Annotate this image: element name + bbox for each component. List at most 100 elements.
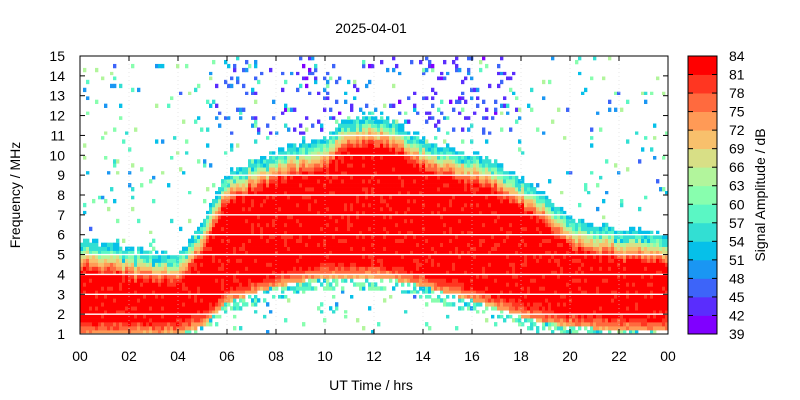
heatmap-cell <box>434 191 438 196</box>
heatmap-cell <box>260 266 264 271</box>
heatmap-cell <box>278 206 282 212</box>
heatmap-cell <box>431 147 435 152</box>
heatmap-cell <box>416 155 420 160</box>
heatmap-cell <box>482 183 486 188</box>
heatmap-cell <box>425 183 429 188</box>
heatmap-cell <box>242 226 246 232</box>
heatmap-cell <box>110 71 114 77</box>
heatmap-cell <box>362 147 366 152</box>
heatmap-cell <box>371 242 375 247</box>
heatmap-cell <box>461 155 465 160</box>
heatmap-cell <box>251 274 255 279</box>
heatmap-cell <box>371 187 375 192</box>
heatmap-cell <box>335 147 339 152</box>
heatmap-cell <box>89 254 93 259</box>
heatmap-cell <box>296 230 300 236</box>
heatmap-cell <box>458 206 462 212</box>
heatmap-cell <box>359 282 363 287</box>
heatmap-cell <box>419 179 423 184</box>
heatmap-cell <box>335 242 339 247</box>
heatmap-cell <box>188 326 192 331</box>
heatmap-cell <box>278 254 282 259</box>
heatmap-cell <box>479 214 483 220</box>
heatmap-cell <box>491 286 495 291</box>
heatmap-cell <box>125 270 129 275</box>
heatmap-cell <box>113 302 117 307</box>
heatmap-cell <box>164 274 168 279</box>
heatmap-cell <box>257 187 261 192</box>
heatmap-cell <box>113 310 117 315</box>
heatmap-cell <box>257 238 261 244</box>
heatmap-cell <box>317 147 321 152</box>
heatmap-cell <box>341 171 345 176</box>
heatmap-cell <box>218 290 222 295</box>
heatmap-cell <box>257 167 261 172</box>
heatmap-cell <box>464 99 468 105</box>
heatmap-cell <box>338 147 342 152</box>
heatmap-cell <box>344 234 348 240</box>
heatmap-cell <box>485 266 489 271</box>
heatmap-cell <box>344 123 348 128</box>
heatmap-cell <box>212 278 216 283</box>
heatmap-cell <box>269 242 273 247</box>
heatmap-cell <box>122 258 126 263</box>
heatmap-cell <box>365 226 369 232</box>
heatmap-cell <box>374 171 378 176</box>
heatmap-cell <box>440 202 444 208</box>
heatmap-cell <box>380 139 384 144</box>
heatmap-cell <box>236 214 240 220</box>
heatmap-cell <box>443 302 447 307</box>
heatmap-cell <box>332 151 336 156</box>
heatmap-cell <box>170 318 174 323</box>
heatmap-cell <box>233 254 237 259</box>
heatmap-cell <box>239 246 243 251</box>
heatmap-cell <box>449 198 453 204</box>
heatmap-cell <box>359 234 363 240</box>
heatmap-cell <box>236 274 240 279</box>
heatmap-cell <box>386 250 390 255</box>
heatmap-cell <box>410 198 414 204</box>
heatmap-cell <box>284 171 288 176</box>
heatmap-cell <box>206 99 210 105</box>
heatmap-cell <box>491 230 495 236</box>
heatmap-cell <box>206 298 210 303</box>
heatmap-cell <box>452 147 456 152</box>
heatmap-cell <box>221 306 225 311</box>
heatmap-cell <box>398 246 402 251</box>
heatmap-cell <box>305 266 309 271</box>
heatmap-cell <box>437 242 441 247</box>
heatmap-cell <box>206 238 210 244</box>
heatmap-cell <box>248 198 252 204</box>
heatmap-cell <box>362 111 366 116</box>
heatmap-cell <box>392 202 396 208</box>
heatmap-cell <box>344 183 348 188</box>
heatmap-cell <box>212 302 216 307</box>
heatmap-cell <box>440 254 444 259</box>
heatmap-cell <box>221 234 225 240</box>
heatmap-cell <box>482 230 486 236</box>
heatmap-cell <box>365 83 369 89</box>
heatmap-cell <box>341 143 345 148</box>
heatmap-cell <box>215 270 219 275</box>
heatmap-cell <box>449 218 453 224</box>
heatmap-cell <box>353 242 357 247</box>
heatmap-cell <box>212 274 216 279</box>
heatmap-cell <box>380 151 384 156</box>
heatmap-cell <box>425 206 429 212</box>
heatmap-cell <box>374 135 378 140</box>
heatmap-cell <box>437 195 441 200</box>
heatmap-cell <box>344 99 348 105</box>
heatmap-cell <box>239 238 243 244</box>
heatmap-cell <box>311 163 315 168</box>
heatmap-cell <box>473 238 477 244</box>
heatmap-cell <box>437 222 441 228</box>
heatmap-cell <box>332 274 336 279</box>
heatmap-cell <box>173 318 177 323</box>
heatmap-cell <box>167 290 171 295</box>
heatmap-cell <box>188 306 192 311</box>
heatmap-cell <box>113 198 117 204</box>
heatmap-cell <box>95 278 99 283</box>
heatmap-cell <box>125 246 129 251</box>
heatmap-cell <box>332 187 336 192</box>
heatmap-cell <box>329 195 333 200</box>
